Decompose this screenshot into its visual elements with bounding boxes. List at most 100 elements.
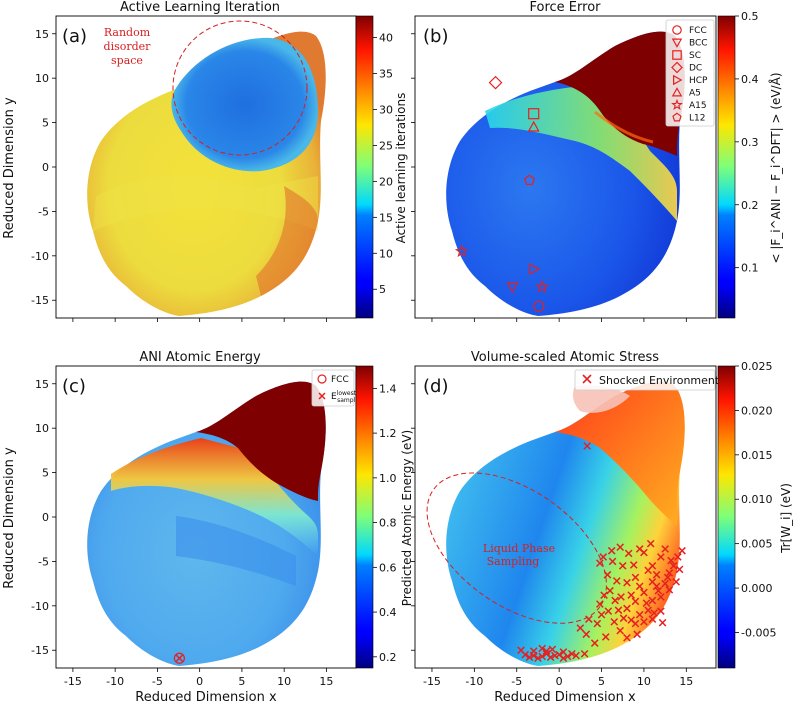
panel-b-colorbar-ticks: 0.1 0.2 0.3 0.4 0.5 <box>735 10 759 275</box>
shocked-environment-marker <box>604 607 613 615</box>
y-tick-label: 5 <box>42 467 49 480</box>
shocked-environment-marker <box>663 573 672 582</box>
colorbar-tick-label: 0.8 <box>379 517 397 530</box>
shocked-environment-marker <box>624 549 633 558</box>
shocked-environment-marker <box>603 570 612 579</box>
legend-bcc-label: BCC <box>689 39 708 49</box>
colorbar-tick-label: 0.010 <box>741 493 773 506</box>
liquid-phase-ellipse <box>426 472 607 624</box>
legend-dc-label: DC <box>689 64 702 74</box>
panel-b-ticks <box>411 33 687 322</box>
panel-c-title: ANI Atomic Energy <box>139 350 261 365</box>
legend-hcp-label: HCP <box>689 76 708 86</box>
colorbar-tick-label: -0.005 <box>741 626 776 639</box>
shocked-environment-marker <box>601 633 610 641</box>
shocked-environment-marker <box>623 633 631 642</box>
panel-c-colorbar <box>355 365 374 669</box>
random-annotation-line1: Random <box>104 26 151 39</box>
random-disorder-circle <box>172 20 308 156</box>
panel-b: Force Error (b) FCC BCC SC DC HCP A5 A15 L12 0.… <box>411 0 783 322</box>
panel-a-colorbar-ticks: 5 10 15 20 25 30 35 40 <box>373 32 393 296</box>
panel-d-label: (d) <box>423 376 448 397</box>
shocked-environment-marker <box>538 652 547 661</box>
shocked-environment-marker <box>672 578 680 586</box>
shocked-environment-marker <box>661 545 669 553</box>
shocked-environment-marker <box>635 545 644 553</box>
marker-a15 <box>535 279 549 293</box>
y-tick-label: 15 <box>35 28 49 41</box>
legend-dc-marker <box>671 61 683 74</box>
panel-b-label: (b) <box>423 26 448 47</box>
shocked-environment-marker <box>629 561 638 569</box>
panel-a-ylabel: Reduced Dimension y <box>2 97 17 239</box>
legend-fcc-label: FCC <box>689 26 707 36</box>
random-annotation-line3: space <box>111 54 143 67</box>
panel-d-colorbar-ticks: -0.005 0.000 0.005 0.010 0.015 0.020 0.025 <box>735 360 776 639</box>
panel-d-legend: Shocked Environments <box>574 369 725 391</box>
shocked-environment-marker <box>667 556 675 565</box>
colorbar-tick-label: 0.4 <box>379 606 397 619</box>
liquid-annotation-line2: Sampling <box>487 555 540 568</box>
shocked-environment-marker <box>674 553 682 561</box>
shocked-environment-marker <box>631 573 640 582</box>
panel-c-ylabel: Reduced Dimension y <box>2 447 17 589</box>
panel-d-ticks: -15 -10 -5 0 5 10 15 <box>411 383 693 688</box>
shocked-environment-marker <box>669 562 678 570</box>
colorbar-tick-label: 0.020 <box>741 404 773 417</box>
shocked-environment-marker <box>635 582 644 591</box>
shocked-environment-marker <box>572 651 580 660</box>
colorbar-tick-label: 20 <box>379 175 393 188</box>
panel-c-legend: FCC Elowest sampled <box>311 369 363 407</box>
marker-l12 <box>524 174 535 185</box>
shocked-environment-marker <box>548 645 557 654</box>
shocked-environment-marker <box>675 565 684 574</box>
x-tick-label: 10 <box>637 675 651 688</box>
shocked-environment-marker <box>642 599 651 607</box>
x-tick-label: 15 <box>319 675 333 688</box>
panel-b-title: Force Error <box>530 0 602 15</box>
shocked-environment-marker <box>648 596 657 605</box>
y-tick-label: -15 <box>31 644 49 657</box>
shocked-environment-marker <box>631 597 640 606</box>
shocked-environment-marker <box>617 593 625 601</box>
liquid-annotation-line1: Liquid Phase <box>483 542 555 555</box>
panel-c-xlabel: Reduced Dimension x <box>135 690 277 705</box>
shocked-environment-marker <box>546 653 555 662</box>
random-annotation-line2: disorder <box>104 40 152 53</box>
panel-b-structure-markers <box>454 75 549 313</box>
y-tick-label: 15 <box>35 378 49 391</box>
shocked-environment-marker <box>661 579 669 588</box>
shocked-environment-marker <box>648 615 657 623</box>
colorbar-tick-label: 5 <box>379 283 386 296</box>
x-tick-label: 5 <box>598 675 605 688</box>
shocked-environment-marker <box>529 647 538 655</box>
shocked-environment-marker <box>542 647 551 655</box>
y-tick-label: 0 <box>42 511 49 524</box>
shocked-environment-marker <box>600 591 608 599</box>
marker-dc <box>488 75 503 90</box>
shocked-environment-marker <box>614 606 623 615</box>
colorbar-tick-label: 1.0 <box>379 472 397 485</box>
panel-c-markers <box>173 652 185 664</box>
panel-d: Volume-scaled Atomic Stress Liquid Phase… <box>411 350 793 705</box>
shocked-environment-marker <box>517 646 525 655</box>
shocked-environment-marker <box>644 566 652 575</box>
colorbar-tick-label: 0.015 <box>741 449 773 462</box>
panel-c: ANI Atomic Energy (c) -15 -10 -5 0 5 10 15-15-… <box>2 350 414 705</box>
marker-bcc <box>506 282 519 294</box>
shocked-environment-marker <box>607 546 616 555</box>
panel-d-map <box>446 381 685 666</box>
shocked-environment-marker <box>644 606 652 615</box>
legend-sc-marker <box>672 50 682 60</box>
colorbar-tick-label: 1.2 <box>379 427 397 440</box>
y-tick-label: -10 <box>31 250 49 263</box>
shocked-environment-marker <box>654 586 663 595</box>
shocked-environment-marker <box>657 553 665 561</box>
shocked-environment-marker <box>616 543 625 552</box>
shocked-environment-marker <box>623 604 631 613</box>
y-tick-label: 5 <box>42 117 49 130</box>
marker-a15 <box>454 244 469 258</box>
legend-fcc-label: FCC <box>331 375 349 385</box>
x-tick-label: -5 <box>511 675 522 688</box>
